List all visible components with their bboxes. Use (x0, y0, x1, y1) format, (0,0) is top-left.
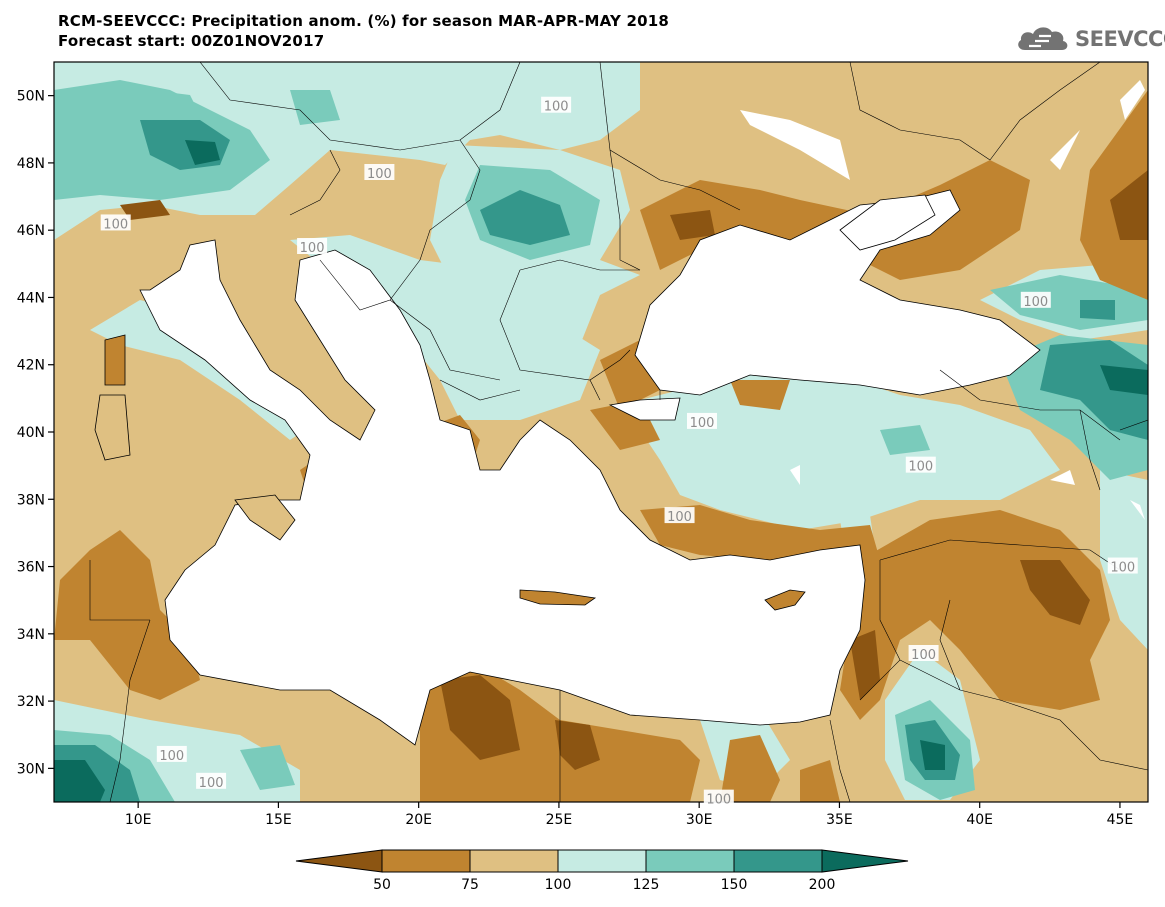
colorbar-segment (645, 849, 735, 873)
contour-label: 100 (664, 507, 695, 525)
contour-labels: 100 100 100 100 100 100 100 100 100 100 100 100 100 (100, 96, 1138, 808)
svg-text:100: 100 (103, 217, 128, 232)
colorbar-label: 100 (545, 877, 572, 893)
lon-tick-label: 30E (686, 812, 713, 828)
brand-name: SEEVCCC (1075, 27, 1165, 51)
contour-label: 100 (297, 238, 328, 256)
country-borders (89, 62, 1148, 802)
colorbar-arrow-low (295, 849, 383, 873)
colorbar-segment (381, 849, 471, 873)
lat-tick-label: 42N (17, 358, 45, 374)
contour-label: 100 (1020, 291, 1051, 310)
svg-text:100: 100 (1110, 561, 1135, 576)
anomaly-under-50-regions (120, 170, 1148, 770)
colorbar-segment (733, 849, 823, 873)
lat-tick-label: 46N (17, 223, 45, 239)
svg-text:100: 100 (199, 776, 224, 791)
lat-tick-label: 50N (17, 89, 45, 105)
svg-text:100: 100 (690, 416, 715, 431)
contour-label: 100 (905, 456, 936, 475)
svg-text:100: 100 (1023, 295, 1048, 310)
lon-tick-label: 25E (546, 812, 573, 828)
white-water-patches (740, 80, 1145, 520)
lon-tick-label: 45E (1107, 812, 1134, 828)
lat-tick-label: 40N (17, 425, 45, 441)
contour-label: 100 (156, 745, 187, 764)
contour-label: 100 (541, 96, 572, 115)
contour-label: 100 (908, 645, 939, 663)
contour-label: 100 (364, 164, 395, 182)
lon-tick-label: 35E (826, 812, 853, 828)
svg-text:100: 100 (544, 100, 569, 115)
page-title: RCM-SEEVCCC: Precipitation anom. (%) for… (58, 12, 669, 30)
colorbar-label: 125 (633, 877, 660, 893)
svg-text:100: 100 (159, 749, 184, 764)
svg-text:100: 100 (667, 510, 692, 525)
svg-text:100: 100 (706, 793, 731, 808)
sea-marmara (608, 397, 681, 421)
lat-tick-label: 48N (17, 156, 45, 172)
lon-tick-label: 15E (265, 812, 292, 828)
cloud-logo-icon (1018, 27, 1068, 50)
colorbar-label: 75 (461, 877, 479, 893)
lat-tick-label: 34N (17, 627, 45, 643)
svg-text:100: 100 (300, 241, 325, 256)
colorbar-segment (469, 849, 559, 873)
islands (94, 334, 806, 611)
latitude-axis: 30N 32N 34N 36N 38N 40N 42N 44N 46N 48N 50N (17, 89, 54, 777)
contour-label: 100 (100, 214, 131, 232)
colorbar-segment (557, 849, 647, 873)
sea-black (634, 189, 1041, 396)
contour-label: 100 (686, 412, 717, 431)
lat-tick-label: 30N (17, 761, 45, 777)
anomaly-over-200-regions (54, 140, 1148, 802)
svg-text:100: 100 (911, 648, 936, 663)
svg-text:100: 100 (908, 460, 933, 475)
lat-tick-label: 36N (17, 560, 45, 576)
forecast-start-label: Forecast start: 00Z01NOV2017 (58, 32, 325, 50)
colorbar-label: 50 (373, 877, 391, 893)
map-area (54, 62, 1148, 802)
brand-logo: SEEVCCC (1015, 22, 1165, 56)
colorbar-label: 200 (809, 877, 836, 893)
sea-azov (839, 194, 936, 251)
lon-tick-label: 40E (966, 812, 993, 828)
svg-text:100: 100 (367, 167, 392, 182)
contour-label: 100 (1107, 557, 1138, 576)
sea-mediterranean (139, 239, 866, 746)
lon-tick-label: 20E (405, 812, 432, 828)
lat-tick-label: 32N (17, 694, 45, 710)
lat-tick-label: 38N (17, 492, 45, 508)
contour-label: 100 (196, 772, 227, 791)
colorbar-label: 150 (721, 877, 748, 893)
colorbar-arrow-high (821, 849, 909, 873)
contour-label: 100 (703, 789, 734, 808)
lon-tick-label: 10E (125, 812, 152, 828)
longitude-axis: 10E 15E 20E 25E 30E 35E 40E 45E (125, 802, 1133, 828)
colorbar-legend: 50 75 100 125 150 200 (295, 849, 909, 893)
lat-tick-label: 44N (17, 290, 45, 306)
